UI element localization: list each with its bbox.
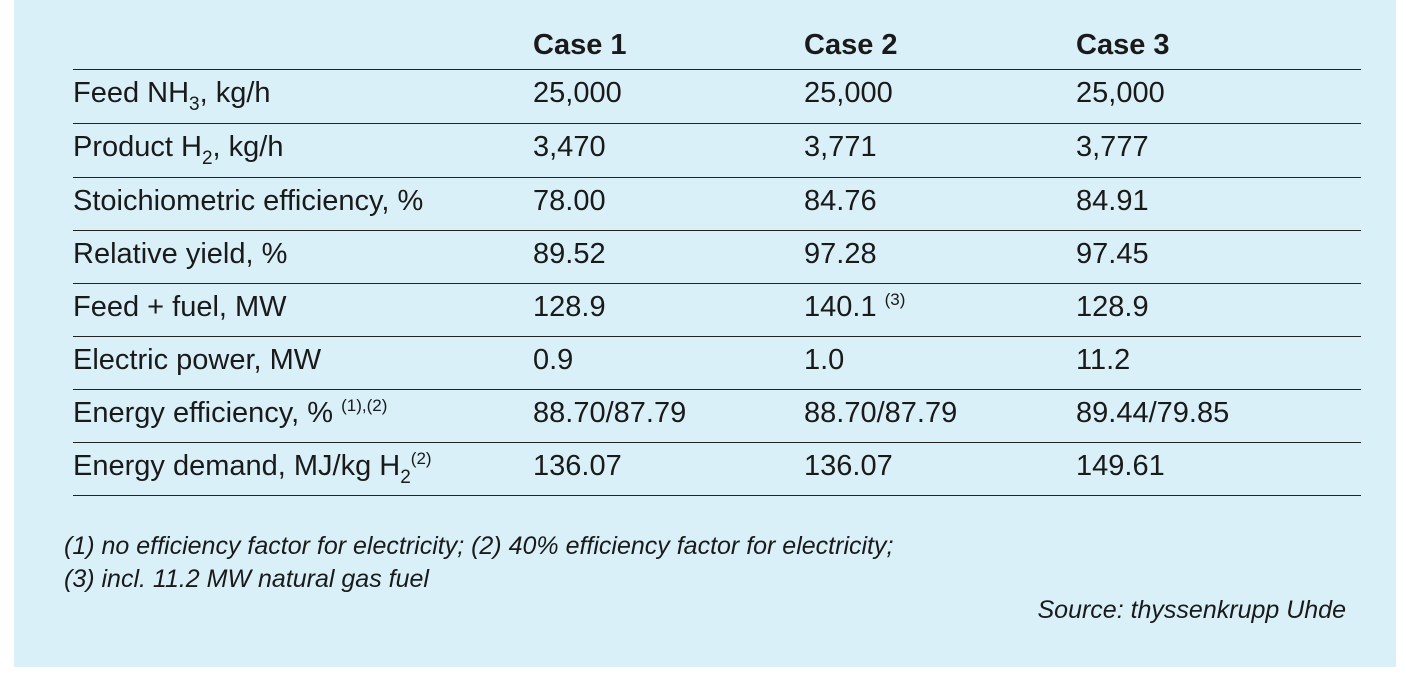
table-row-product-h2: Product H2, kg/h 3,470 3,771 3,777 [73, 124, 1361, 178]
table-row-electric-power: Electric power, MW 0.9 1.0 11.2 [73, 337, 1361, 390]
row-label: Stoichiometric efficiency, % [73, 185, 424, 217]
cell-case-2: 25,000 [804, 77, 893, 109]
row-label: Feed NH3, kg/h [73, 77, 271, 115]
cell-case-3: 128.9 [1076, 291, 1149, 323]
cell-case-2: 88.70/87.79 [804, 397, 958, 429]
cell-case-2: 3,771 [804, 131, 877, 163]
cell-case-3: 97.45 [1076, 238, 1149, 270]
table-header-row: Case 1 Case 2 Case 3 [14, 26, 1396, 70]
cell-case-2: 140.1 (3) [804, 290, 906, 323]
table-row-energy-efficiency: Energy efficiency, % (1),(2) 88.70/87.79… [73, 390, 1361, 443]
column-header-case-2: Case 2 [804, 29, 898, 61]
cell-case-1: 88.70/87.79 [533, 397, 687, 429]
row-label: Feed + fuel, MW [73, 291, 287, 323]
row-label: Energy efficiency, % (1),(2) [73, 396, 388, 429]
cell-case-1: 128.9 [533, 291, 606, 323]
cell-case-1: 78.00 [533, 185, 606, 217]
cell-case-3: 11.2 [1076, 344, 1131, 376]
row-label: Product H2, kg/h [73, 131, 284, 169]
source-credit: Source: thyssenkrupp Uhde [1037, 596, 1346, 624]
row-label: Energy demand, MJ/kg H2(2) [73, 449, 432, 488]
row-label: Electric power, MW [73, 344, 322, 376]
cell-case-1: 25,000 [533, 77, 622, 109]
footnote-marker: (3) [884, 290, 906, 309]
cell-case-3: 84.91 [1076, 185, 1149, 217]
table-row-feed-fuel: Feed + fuel, MW 128.9 140.1 (3) 128.9 [73, 284, 1361, 337]
table-row-feed-nh3: Feed NH3, kg/h 25,000 25,000 25,000 [73, 70, 1361, 124]
table-row-stoichiometric-efficiency: Stoichiometric efficiency, % 78.00 84.76… [73, 178, 1361, 231]
footnotes: (1) no efficiency factor for electricity… [64, 530, 893, 596]
cell-case-2: 97.28 [804, 238, 877, 270]
column-header-case-3: Case 3 [1076, 29, 1170, 61]
cell-case-2: 136.07 [804, 450, 893, 482]
cell-case-3: 149.61 [1076, 450, 1165, 482]
table-row-energy-demand: Energy demand, MJ/kg H2(2) 136.07 136.07… [73, 443, 1361, 496]
footnote-marker: (1),(2) [341, 396, 388, 415]
row-label: Relative yield, % [73, 238, 288, 270]
cell-case-3: 3,777 [1076, 131, 1149, 163]
cell-case-2: 1.0 [804, 344, 845, 376]
cell-case-3: 89.44/79.85 [1076, 397, 1230, 429]
cell-case-1: 136.07 [533, 450, 622, 482]
table-body: Feed NH3, kg/h 25,000 25,000 25,000 Prod… [73, 69, 1361, 496]
table-row-relative-yield: Relative yield, % 89.52 97.28 97.45 [73, 231, 1361, 284]
cell-case-2: 84.76 [804, 185, 877, 217]
cell-case-1: 0.9 [533, 344, 574, 376]
cell-case-1: 89.52 [533, 238, 606, 270]
cell-case-1: 3,470 [533, 131, 606, 163]
footnote-line-2: (3) incl. 11.2 MW natural gas fuel [64, 565, 429, 593]
table-panel: Case 1 Case 2 Case 3 Feed NH3, kg/h 25,0… [14, 0, 1396, 667]
column-header-case-1: Case 1 [533, 29, 627, 61]
footnote-marker: (2) [410, 449, 432, 468]
footnote-line-1: (1) no efficiency factor for electricity… [64, 532, 894, 560]
cell-case-3: 25,000 [1076, 77, 1165, 109]
